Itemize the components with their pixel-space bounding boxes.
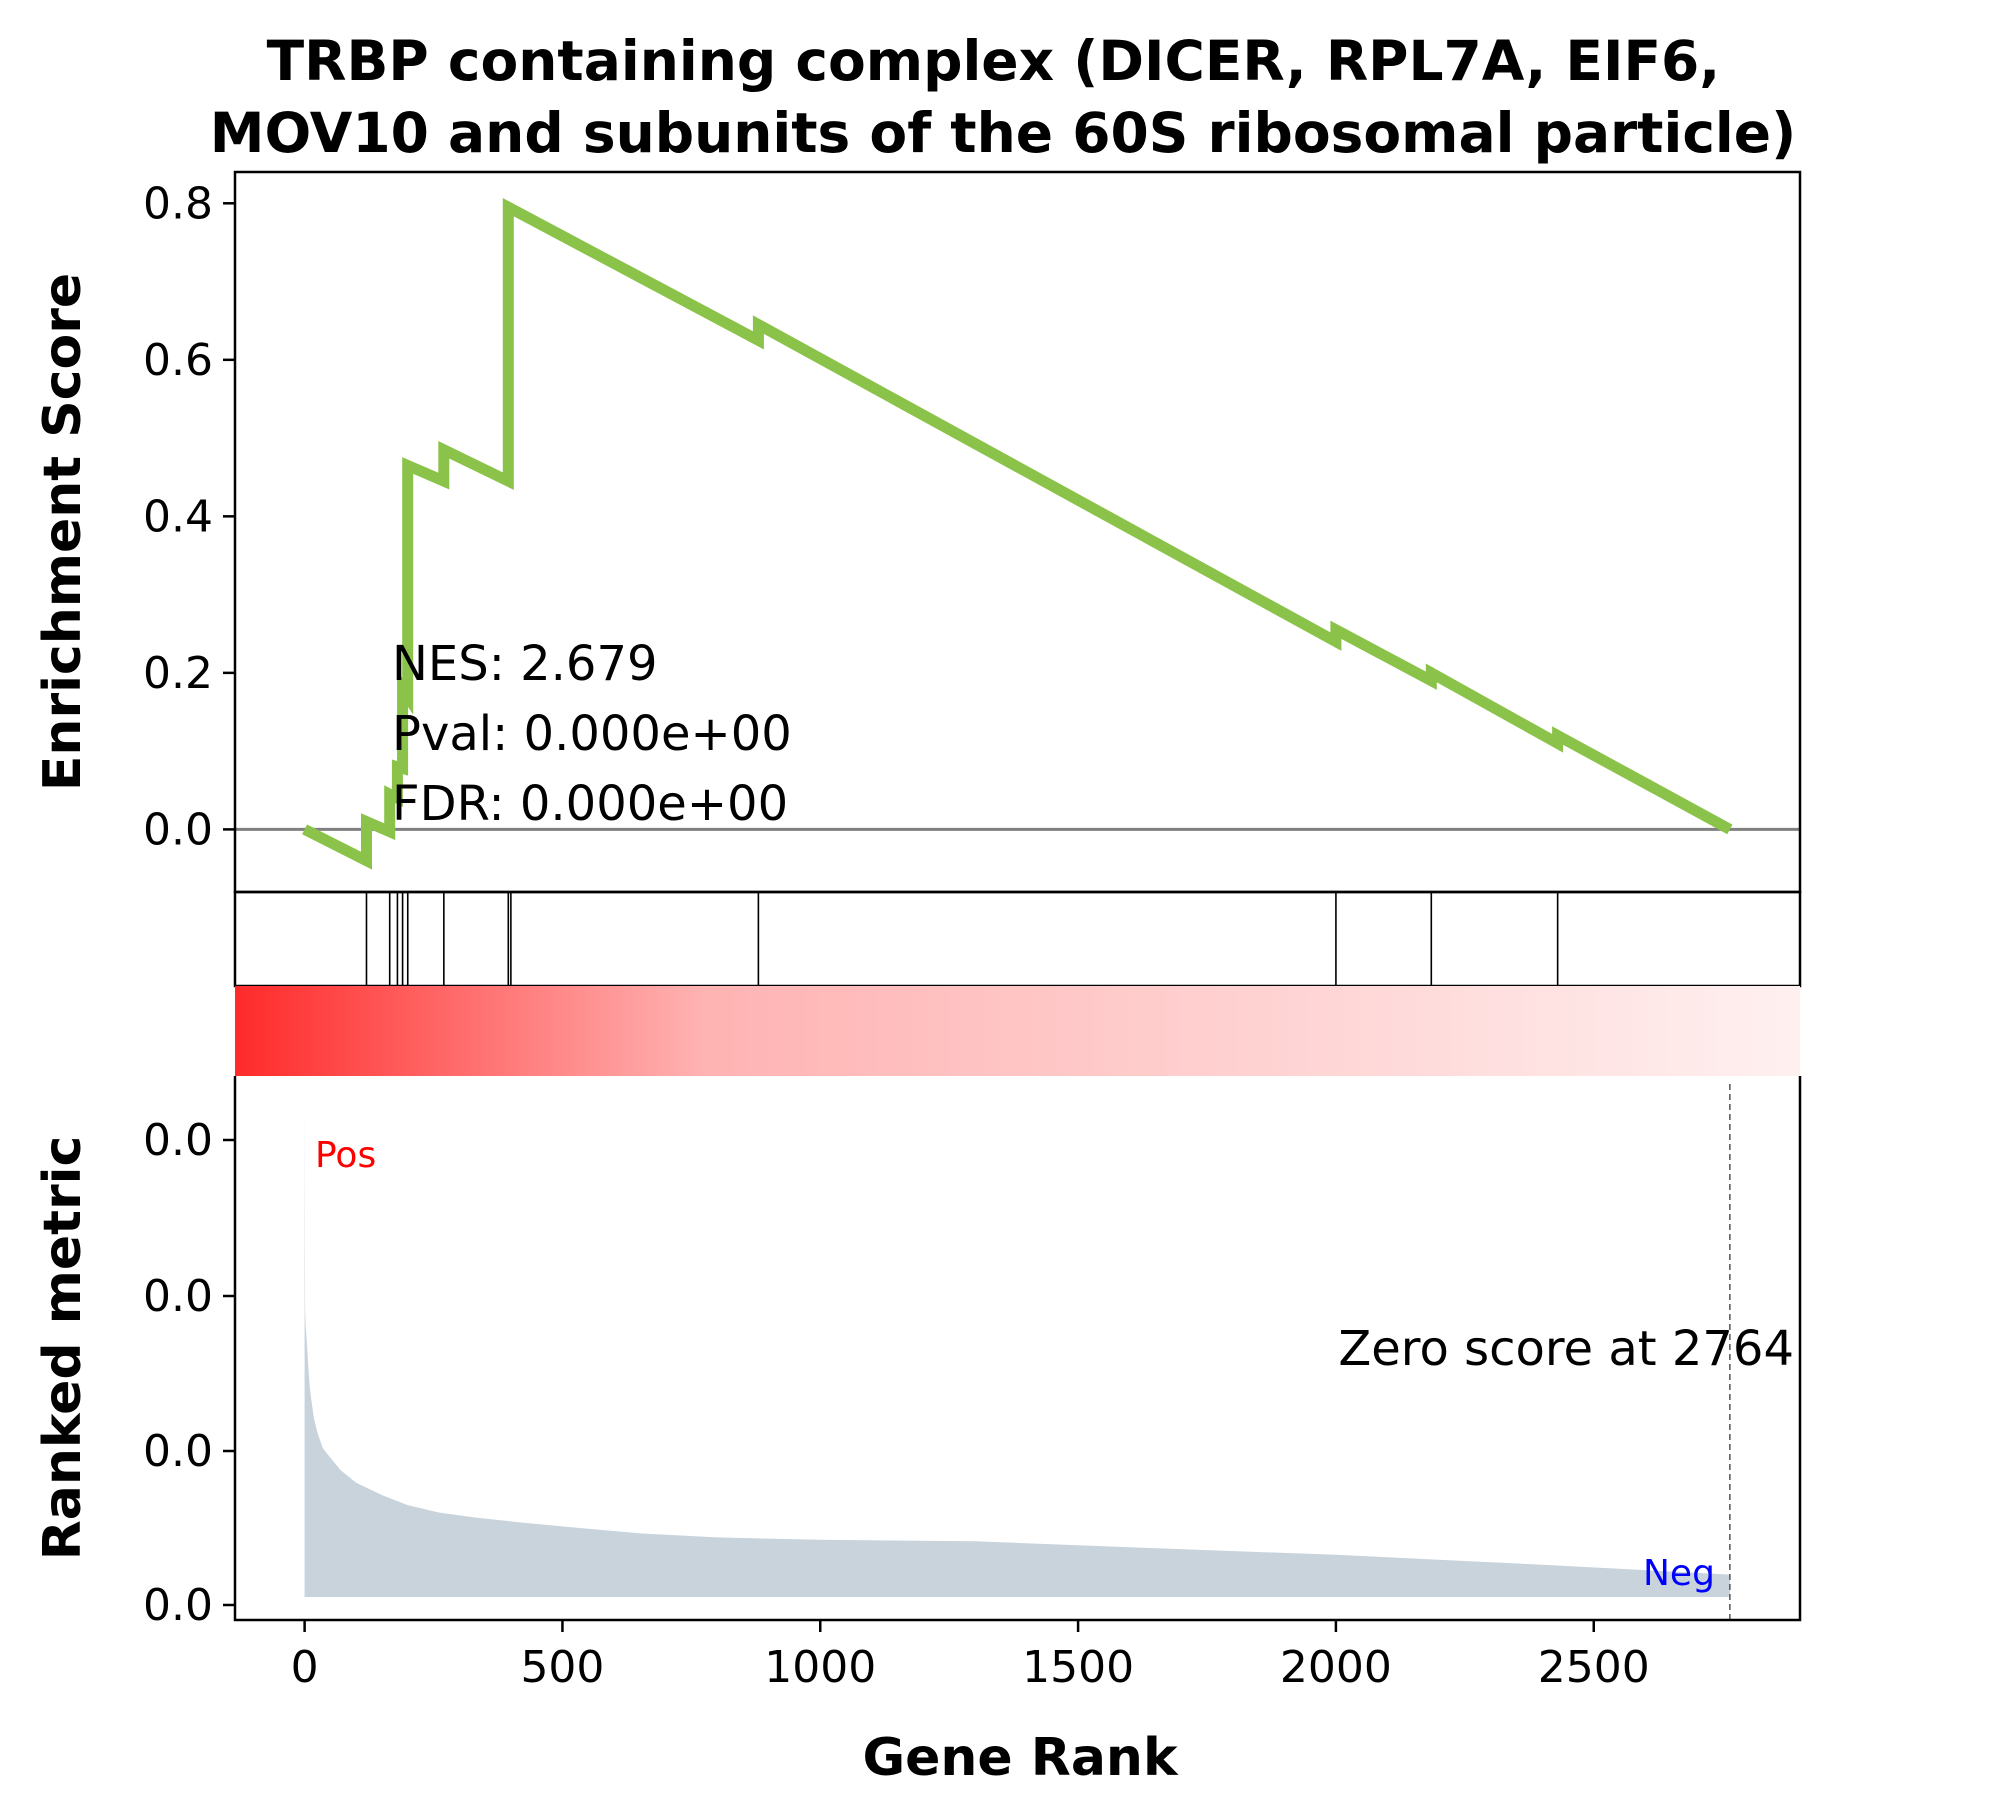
- chart-title: TRBP containing complex (DICER, RPL7A, E…: [210, 29, 1796, 165]
- enrichment-score-line: [302, 198, 1733, 870]
- hit-lines: [365, 892, 1559, 986]
- x-tick-label: 2500: [1538, 1642, 1650, 1693]
- es-y-ticks: 0.0 0.2 0.4 0.6 0.8: [143, 178, 235, 855]
- x-tick-label: 2000: [1280, 1642, 1392, 1693]
- enrichment-score-panel: 0.0 0.2 0.4 0.6 0.8 NES: 2.679 Pval: 0.000e+…: [143, 170, 1802, 894]
- ranked-metric-y-tick-label: 0.0: [143, 1580, 213, 1631]
- pval-annotation: Pval: 0.000e+00: [392, 706, 792, 762]
- ranked-metric-y-tick-label: 0.0: [143, 1115, 213, 1166]
- neg-label: Neg: [1643, 1553, 1715, 1594]
- es-y-tick-label: 0.2: [143, 648, 213, 699]
- zero-score-annotation: Zero score at 2764: [1338, 1321, 1794, 1377]
- ranked-metric-axes-frame: [233, 1076, 1802, 1622]
- x-tick-label: 0: [291, 1642, 319, 1693]
- y-axis-label-enrichment: Enrichment Score: [33, 273, 93, 791]
- x-axis-label: Gene Rank: [862, 1728, 1178, 1788]
- x-tick-label: 1500: [1022, 1642, 1134, 1693]
- ranked-metric-area: [304, 1100, 1730, 1597]
- x-tick-label: 500: [520, 1642, 604, 1693]
- pos-label: Pos: [315, 1135, 376, 1176]
- chart-title-line-2: MOV10 and subunits of the 60S ribosomal …: [210, 101, 1796, 165]
- x-tick-label: 1000: [764, 1642, 876, 1693]
- rank-gradient-bar: [235, 986, 1800, 1076]
- nes-annotation: NES: 2.679: [392, 636, 658, 692]
- chart-title-line-1: TRBP containing complex (DICER, RPL7A, E…: [267, 29, 1721, 93]
- fdr-annotation: FDR: 0.000e+00: [392, 776, 788, 832]
- es-y-tick-label: 0.0: [143, 804, 213, 855]
- es-y-tick-label: 0.4: [143, 491, 213, 542]
- ranked-metric-panel: Zero score at 2764 Pos Neg 0.0 0.0 0.0 0.0: [143, 1076, 1802, 1631]
- hits-axes-frame: [233, 890, 1802, 988]
- ranked-metric-y-ticks: 0.0 0.0 0.0 0.0: [143, 1115, 235, 1631]
- ranked-metric-y-tick-label: 0.0: [143, 1426, 213, 1477]
- es-y-tick-label: 0.8: [143, 178, 213, 229]
- hits-panel: [233, 890, 1802, 988]
- y-axis-label-ranked-metric: Ranked metric: [33, 1136, 93, 1561]
- x-axis-ticks: 0 500 1000 1500 2000 2500: [291, 1620, 1650, 1693]
- ranked-metric-y-tick-label: 0.0: [143, 1271, 213, 1322]
- es-y-tick-label: 0.6: [143, 335, 213, 386]
